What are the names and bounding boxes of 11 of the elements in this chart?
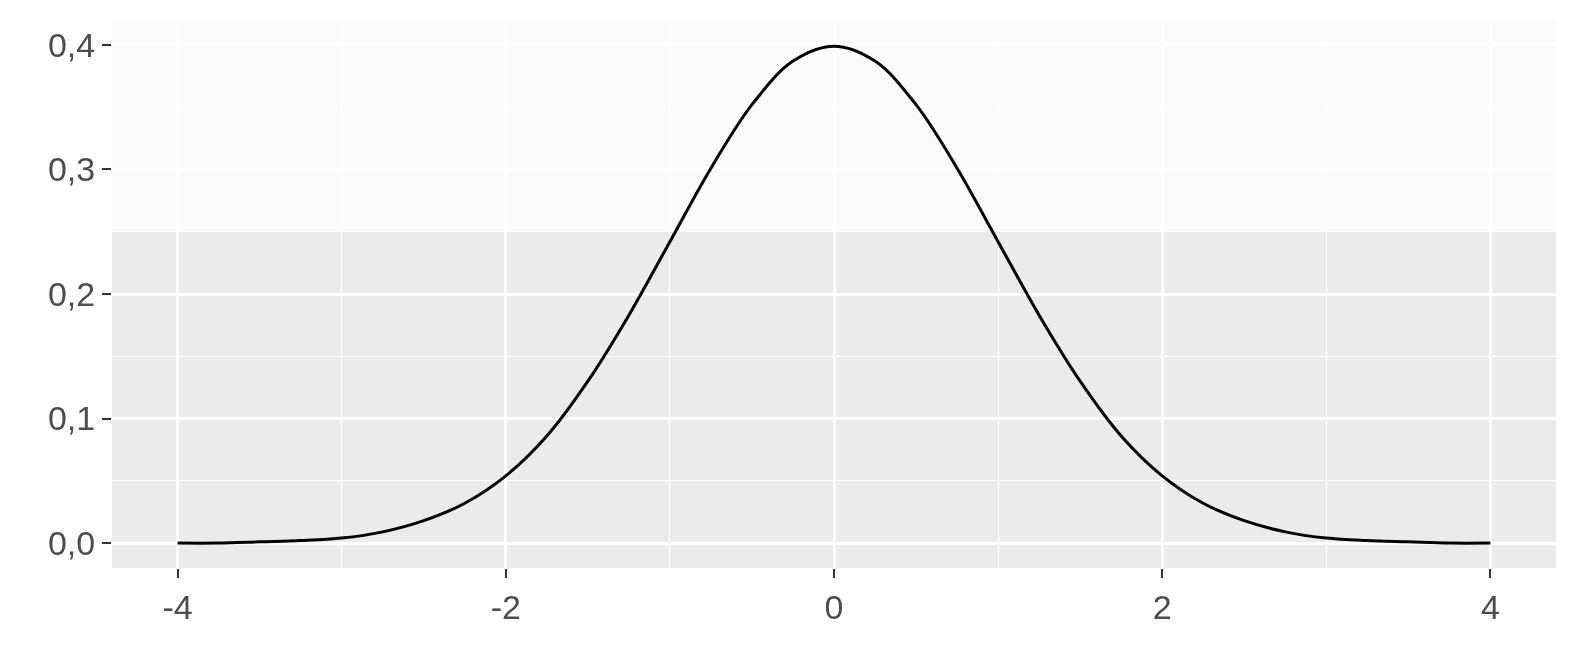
line-series: [176, 44, 1492, 545]
y-tick-label: 0,3: [47, 150, 96, 189]
y-tick-label: 0,4: [47, 25, 96, 64]
y-tick-label: 0,2: [47, 274, 96, 313]
x-tick-label: -2: [490, 587, 521, 626]
x-tick-label: -4: [162, 587, 193, 626]
x-tick-label: 2: [1152, 587, 1172, 626]
x-tick-label: 4: [1480, 587, 1500, 626]
x-tick-label: 0: [824, 587, 844, 626]
y-tick-label: 0,0: [47, 523, 96, 562]
y-tick-label: 0,1: [47, 399, 96, 438]
